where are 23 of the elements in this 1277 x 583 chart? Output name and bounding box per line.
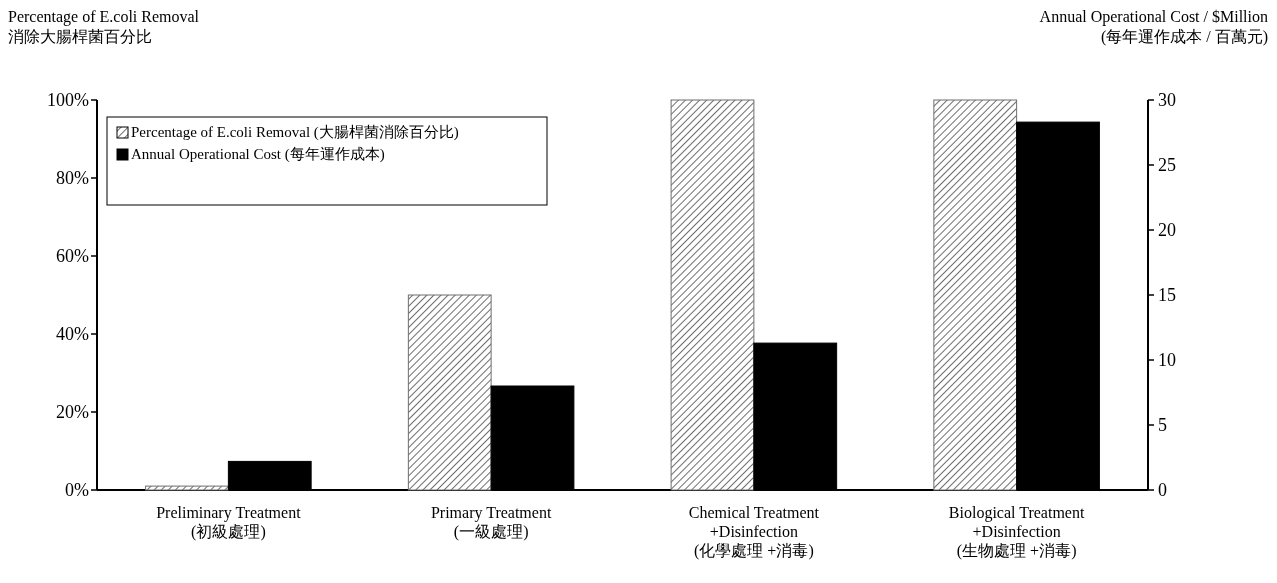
x-tick-label: Preliminary Treatment (初級處理) <box>156 504 302 541</box>
y2-tick-label: 15 <box>1158 285 1176 305</box>
y-tick-label: 40% <box>56 324 89 344</box>
x-tick-label: Chemical Treatment +Disinfection (化學處理 +消毒) <box>688 504 820 560</box>
y-tick-label: 80% <box>56 168 89 188</box>
y-tick-label: 20% <box>56 402 89 422</box>
y-axis-title: Percentage of E.coli Removal 消除大腸桿菌百分比 <box>8 8 200 45</box>
y2-tick-label: 25 <box>1158 155 1176 175</box>
y-tick-label: 0% <box>65 480 89 500</box>
y2-tick-label: 0 <box>1158 480 1167 500</box>
x-tick-label: Primary Treatment (一級處理) <box>430 504 552 541</box>
bar <box>670 99 755 491</box>
legend-label: Percentage of E.coli Removal (大腸桿菌消除百分比) <box>131 124 459 141</box>
bar <box>145 485 229 491</box>
y2-tick-label: 10 <box>1158 350 1176 370</box>
y2-tick-label: 30 <box>1158 90 1176 110</box>
legend-label: Annual Operational Cost (每年運作成本) <box>131 146 385 163</box>
y2-axis-title: Annual Operational Cost / $Million (每年運作成本 / 百萬元) <box>1039 8 1268 46</box>
y2-tick-label: 5 <box>1158 415 1167 435</box>
x-tick-label: Biological Treatment +Disinfection (生物處理 +消毒) <box>948 504 1085 560</box>
y-tick-label: 60% <box>56 246 89 266</box>
y2-tick-label: 20 <box>1158 220 1176 240</box>
y-tick-label: 100% <box>47 90 89 110</box>
